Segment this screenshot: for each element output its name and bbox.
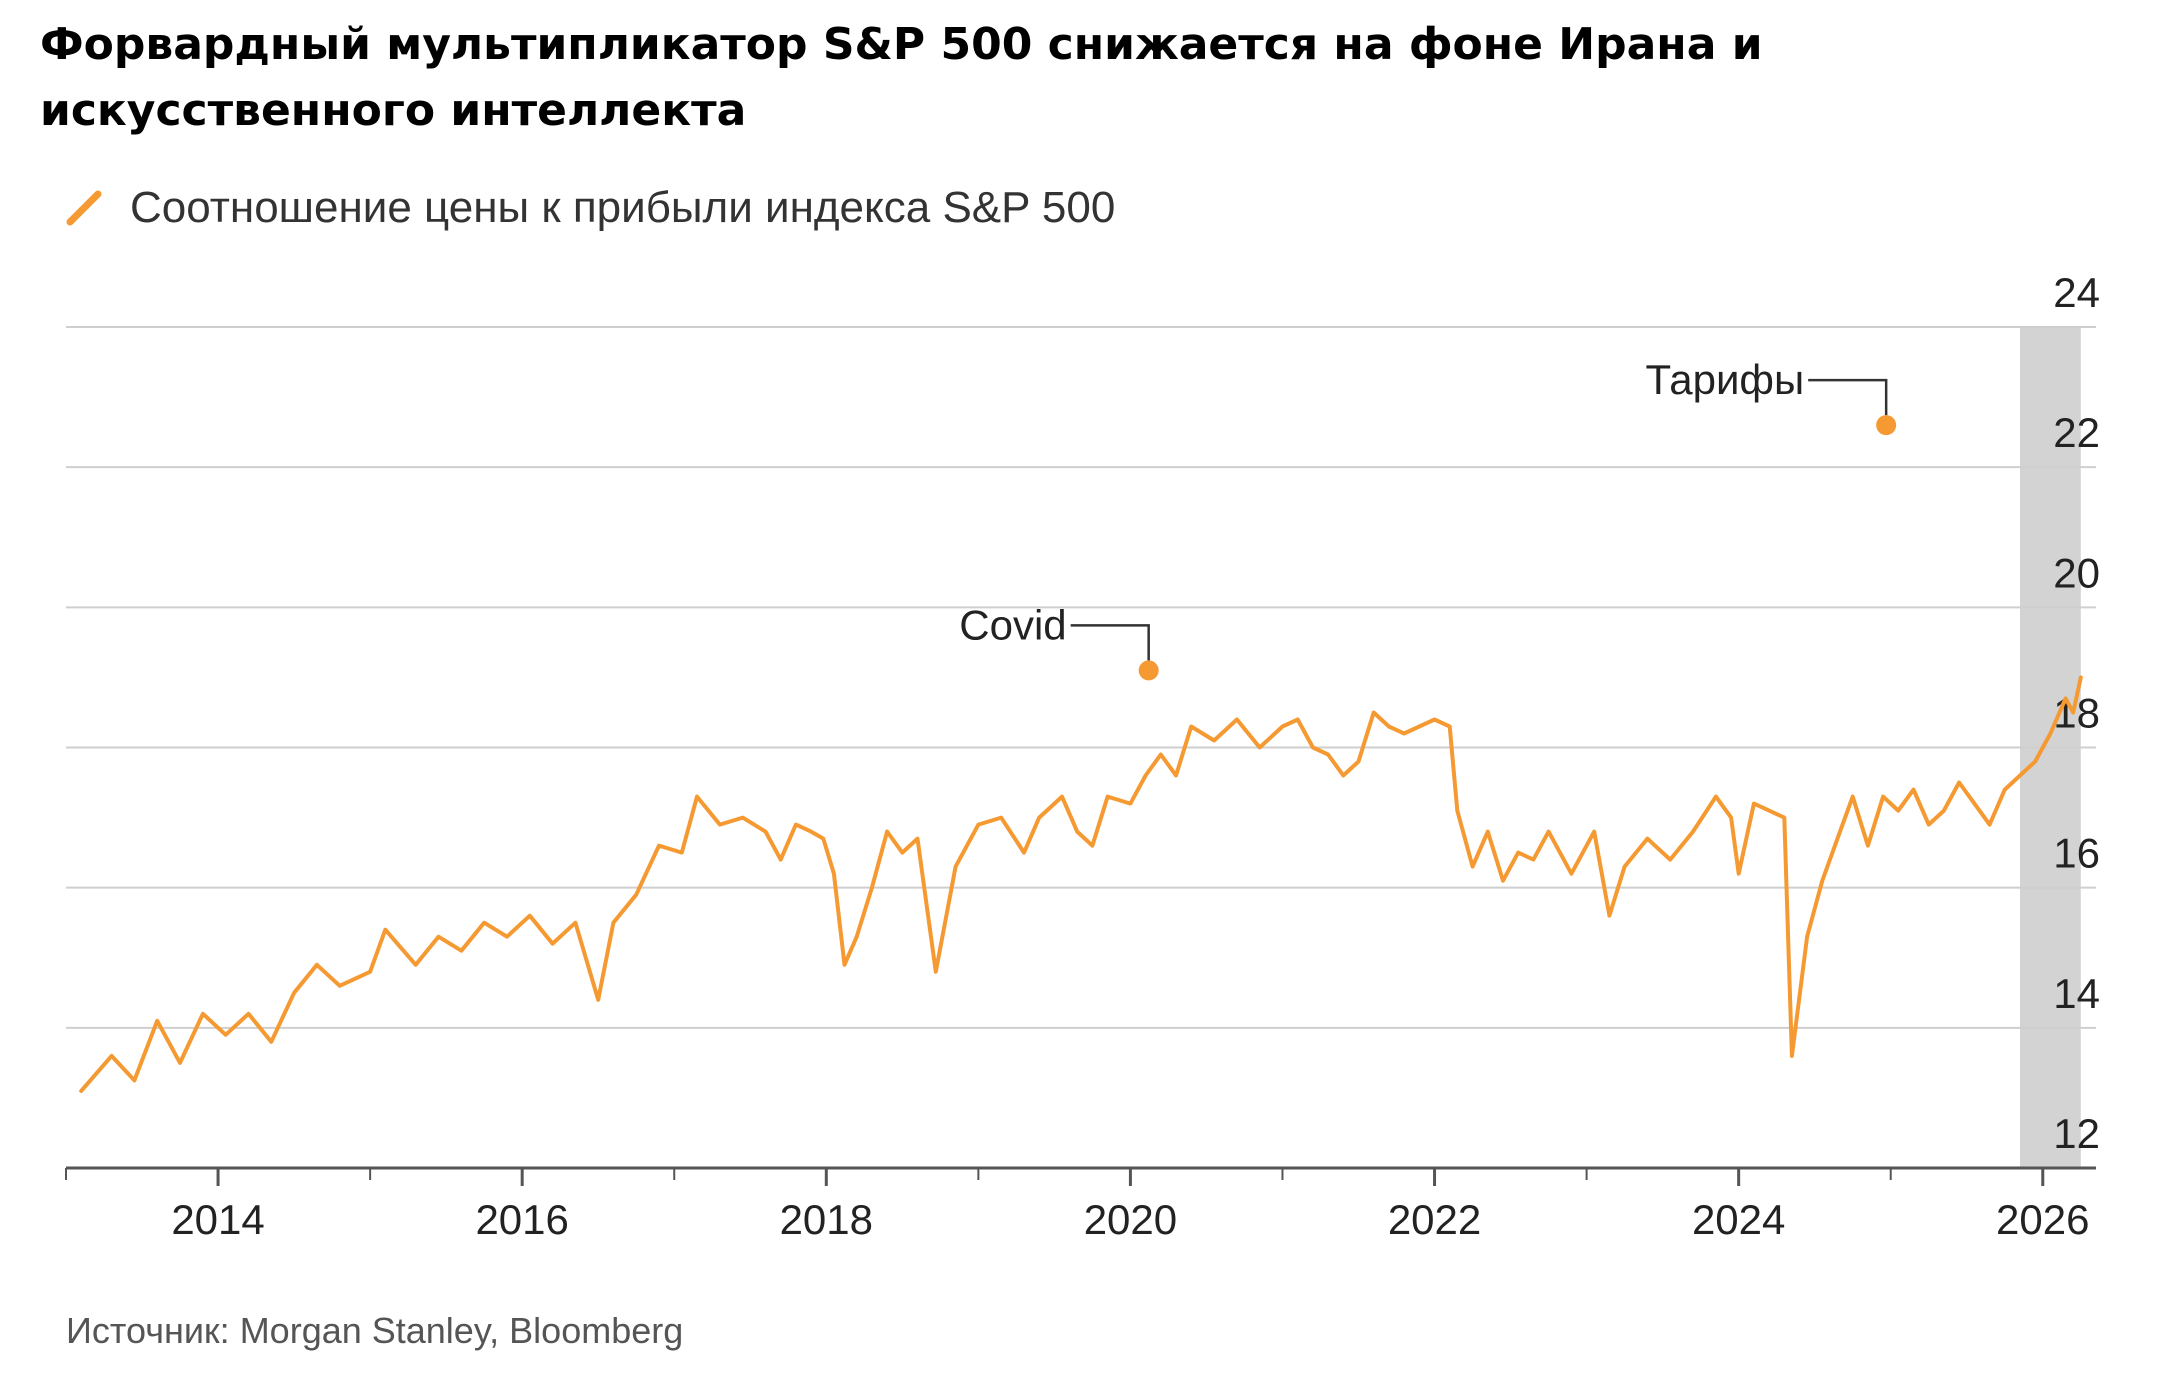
annotation-marker (1138, 660, 1159, 681)
annotation-leader (1070, 624, 1150, 661)
source-note: Источник: Morgan Stanley, Bloomberg (66, 1310, 684, 1351)
x-tick-label: 2018 (780, 1196, 873, 1243)
x-tick-label: 2014 (171, 1196, 264, 1243)
legend-label: Соотношение цены к прибыли индекса S&P 5… (130, 183, 1116, 232)
x-tick-label: 2026 (1996, 1196, 2089, 1243)
y-tick-label: 14 (2053, 970, 2100, 1017)
y-tick-label: 24 (2053, 269, 2100, 316)
legend-line-icon (66, 190, 102, 226)
x-tick-label: 2024 (1692, 1196, 1785, 1243)
pe-ratio-line (79, 675, 2083, 1093)
annotation-leader (1808, 378, 1888, 416)
annotation-label: Тарифы (1645, 356, 1804, 403)
legend: Соотношение цены к прибыли индекса S&P 5… (64, 178, 1115, 238)
y-tick-label: 16 (2053, 830, 2100, 877)
y-tick-label: 12 (2053, 1110, 2100, 1157)
annotation-label: Covid (959, 601, 1066, 648)
x-tick-label: 2022 (1388, 1196, 1481, 1243)
chart-title: Форвардный мультипликатор S&P 500 снижае… (40, 19, 1763, 136)
y-tick-label: 20 (2053, 549, 2100, 596)
annotation-marker (1876, 415, 1897, 436)
x-tick-label: 2016 (475, 1196, 568, 1243)
y-tick-label: 22 (2053, 409, 2100, 456)
x-tick-label: 2020 (1084, 1196, 1177, 1243)
